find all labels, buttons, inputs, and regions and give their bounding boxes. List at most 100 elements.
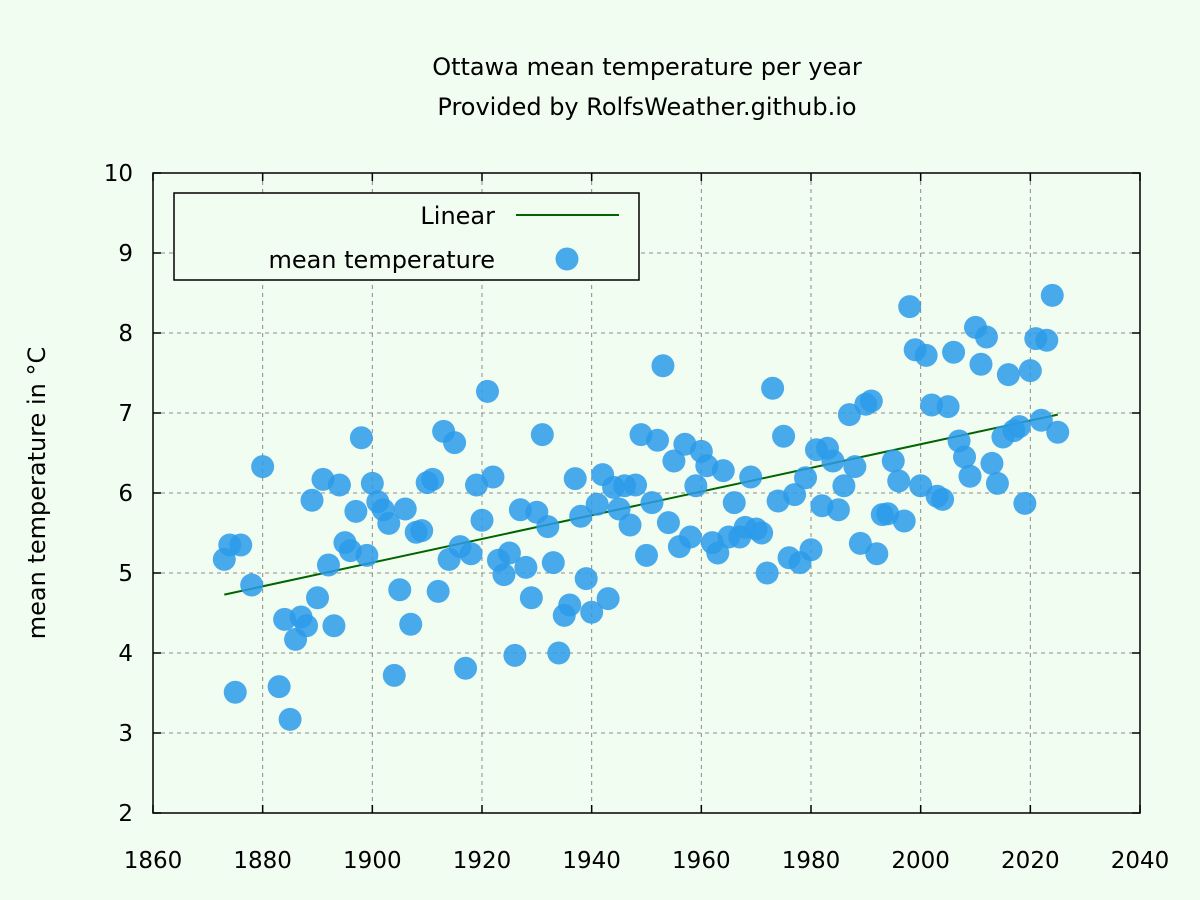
x-tick-label: 2040	[1111, 848, 1170, 874]
y-tick-label: 9	[118, 241, 133, 267]
plot-frame	[152, 172, 1141, 814]
data-point	[1040, 283, 1064, 307]
data-point	[996, 363, 1020, 387]
data-point	[596, 587, 620, 611]
data-point	[503, 643, 527, 667]
data-point	[843, 455, 867, 479]
data-point	[536, 515, 560, 539]
data-point	[794, 466, 818, 490]
points-layer	[212, 283, 1070, 731]
data-point	[1018, 359, 1042, 383]
data-point	[377, 511, 401, 535]
data-point	[1035, 328, 1059, 352]
data-point	[278, 707, 302, 731]
data-point	[607, 497, 631, 521]
data-point	[393, 497, 417, 521]
data-point	[881, 449, 905, 473]
data-point	[388, 578, 412, 602]
data-point	[481, 465, 505, 489]
data-point	[349, 426, 373, 450]
legend: Linear mean temperature	[173, 192, 640, 281]
x-tick-label: 2000	[891, 848, 950, 874]
data-point	[635, 543, 658, 567]
data-point	[421, 467, 445, 491]
y-tick-label: 7	[118, 401, 133, 427]
x-tick-label: 1980	[782, 848, 841, 874]
data-point	[985, 471, 1009, 495]
legend-point-swatch	[555, 247, 579, 271]
data-point	[240, 573, 264, 597]
data-point	[826, 498, 850, 522]
data-point	[974, 325, 998, 349]
data-point	[914, 343, 938, 367]
y-tick-label: 5	[118, 561, 133, 587]
data-point	[519, 586, 543, 610]
chart-title: Ottawa mean temperature per year	[432, 53, 862, 81]
data-point	[958, 464, 982, 488]
data-point	[470, 508, 494, 532]
data-point	[898, 295, 922, 319]
data-point	[662, 449, 686, 473]
x-tick-label: 1920	[453, 848, 512, 874]
legend-label-mean-temperature: mean temperature	[268, 246, 495, 274]
data-point	[229, 533, 253, 557]
data-point	[618, 513, 642, 537]
data-point	[541, 551, 565, 575]
data-point	[859, 389, 883, 413]
data-point	[355, 543, 379, 567]
data-point	[530, 423, 554, 447]
data-point	[585, 492, 609, 516]
data-point	[969, 352, 993, 376]
data-point	[755, 561, 779, 585]
x-tick-label: 1900	[343, 848, 402, 874]
data-point	[223, 680, 247, 704]
data-point	[1046, 420, 1070, 444]
data-point	[580, 600, 604, 624]
data-point	[931, 487, 955, 511]
y-tick-label: 8	[118, 321, 133, 347]
data-point	[267, 675, 291, 699]
data-point	[316, 553, 340, 577]
data-point	[410, 519, 434, 543]
data-point	[295, 614, 319, 638]
data-point	[651, 354, 675, 378]
x-tick-label: 1940	[562, 848, 621, 874]
data-point	[569, 504, 593, 528]
data-point	[865, 542, 889, 566]
data-point	[475, 379, 499, 403]
data-point	[454, 656, 478, 680]
data-point	[1029, 408, 1053, 432]
y-tick-label: 4	[118, 641, 133, 667]
data-point	[547, 641, 571, 665]
data-point	[953, 445, 977, 469]
data-point	[772, 424, 796, 448]
chart-subtitle: Provided by RolfsWeather.github.io	[437, 93, 856, 121]
data-point	[761, 376, 785, 400]
data-point	[563, 467, 587, 491]
y-tick-label: 10	[104, 161, 133, 187]
y-tick-label: 3	[118, 721, 133, 747]
data-point	[783, 483, 807, 507]
data-point	[684, 474, 708, 498]
data-point	[251, 455, 275, 479]
data-point	[799, 538, 823, 562]
data-point	[459, 542, 483, 566]
data-point	[942, 340, 966, 364]
data-point	[382, 663, 406, 687]
data-point	[300, 488, 324, 512]
data-point	[980, 451, 1004, 475]
data-point	[837, 403, 861, 427]
data-point	[399, 612, 423, 636]
data-point	[750, 521, 774, 545]
data-point	[848, 531, 872, 555]
x-tick-label: 1860	[124, 848, 183, 874]
data-point	[656, 511, 680, 535]
data-point	[492, 563, 516, 587]
x-tick-label: 2020	[1001, 848, 1060, 874]
data-point	[887, 469, 911, 493]
y-tick-label: 6	[118, 481, 133, 507]
data-point	[344, 499, 368, 523]
data-point	[821, 449, 845, 473]
